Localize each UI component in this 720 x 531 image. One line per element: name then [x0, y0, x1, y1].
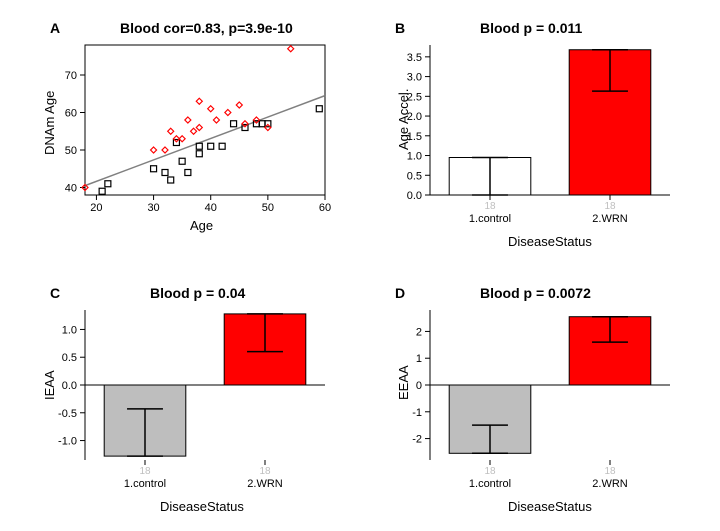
svg-text:0.0: 0.0: [407, 190, 422, 202]
svg-text:50: 50: [262, 202, 274, 214]
figure-root: A Blood cor=0.83, p=3.9e-10 203040506040…: [0, 0, 720, 531]
svg-text:18: 18: [484, 466, 496, 477]
svg-text:1.control: 1.control: [469, 213, 511, 225]
svg-text:-1: -1: [412, 407, 422, 419]
panel-title-c: Blood p = 0.04: [150, 285, 245, 301]
panel-a-plot: 20 30 40 50 60 40 50 60 70: [45, 35, 365, 245]
svg-text:-1.0: -1.0: [58, 436, 77, 448]
svg-text:-2: -2: [412, 434, 422, 446]
svg-text:0.5: 0.5: [62, 352, 77, 364]
panel-d-ylabel: EEAA: [396, 365, 411, 400]
panel-letter-c: C: [50, 285, 60, 301]
svg-text:0: 0: [416, 380, 422, 392]
panel-b-xlabel: DiseaseStatus: [508, 234, 592, 249]
svg-text:1.control: 1.control: [469, 478, 511, 490]
svg-text:18: 18: [259, 466, 271, 477]
panel-b-plot: 0.00.51.01.52.02.53.03.5181.control182.W…: [390, 35, 710, 255]
panel-letter-a: A: [50, 20, 60, 36]
panel-d-xlabel: DiseaseStatus: [508, 499, 592, 514]
panel-title-a: Blood cor=0.83, p=3.9e-10: [120, 20, 293, 36]
panel-c-xlabel: DiseaseStatus: [160, 499, 244, 514]
svg-text:30: 30: [147, 202, 159, 214]
panel-c-plot: -1.0-0.50.00.51.0181.control182.WRN: [45, 300, 365, 520]
svg-text:20: 20: [90, 202, 102, 214]
panel-letter-b: B: [395, 20, 405, 36]
svg-text:40: 40: [205, 202, 217, 214]
svg-text:50: 50: [65, 145, 77, 157]
panel-c-ylabel: IEAA: [42, 370, 57, 400]
svg-text:-0.5: -0.5: [58, 408, 77, 420]
svg-text:2.WRN: 2.WRN: [247, 478, 283, 490]
svg-text:2.WRN: 2.WRN: [592, 478, 628, 490]
panel-title-d: Blood p = 0.0072: [480, 285, 591, 301]
panel-b-ylabel: Age Accel.: [396, 89, 411, 150]
svg-text:60: 60: [319, 202, 331, 214]
svg-text:1.0: 1.0: [62, 324, 77, 336]
svg-text:1.control: 1.control: [124, 478, 166, 490]
svg-text:1.0: 1.0: [407, 151, 422, 163]
svg-text:2: 2: [416, 326, 422, 338]
svg-text:0.5: 0.5: [407, 170, 422, 182]
panel-a-xlabel: Age: [190, 218, 213, 233]
panel-a-ylabel: DNAm Age: [42, 91, 57, 155]
svg-text:40: 40: [65, 183, 77, 195]
svg-text:18: 18: [139, 466, 151, 477]
svg-text:18: 18: [604, 466, 616, 477]
svg-text:60: 60: [65, 108, 77, 120]
svg-text:1: 1: [416, 353, 422, 365]
svg-text:18: 18: [484, 201, 496, 212]
panel-d-plot: -2-1012181.control182.WRN: [390, 300, 710, 520]
svg-text:2.WRN: 2.WRN: [592, 213, 628, 225]
svg-text:3.5: 3.5: [407, 52, 422, 64]
panel-letter-d: D: [395, 285, 405, 301]
svg-text:18: 18: [604, 201, 616, 212]
panel-title-b: Blood p = 0.011: [480, 20, 582, 36]
svg-text:70: 70: [65, 70, 77, 82]
svg-text:3.0: 3.0: [407, 72, 422, 84]
svg-text:0.0: 0.0: [62, 380, 77, 392]
